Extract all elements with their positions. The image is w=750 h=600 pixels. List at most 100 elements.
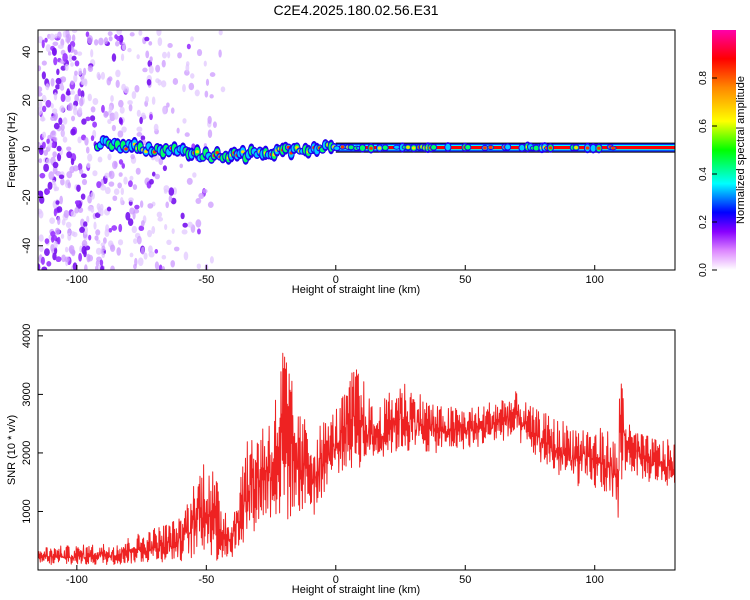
- noise-blob: [186, 177, 193, 185]
- spectrogram-x-label: Height of straight line (km): [292, 284, 420, 296]
- spectrogram-frame: [37, 29, 676, 271]
- noise-blob: [128, 197, 134, 202]
- snr-frame: [37, 329, 676, 571]
- snr-x-tick-label: -100: [66, 574, 88, 586]
- noise-blob: [161, 254, 167, 260]
- noise-blob: [196, 263, 202, 270]
- noise-blob: [41, 39, 45, 49]
- noise-blob: [84, 136, 89, 146]
- noise-blob: [59, 83, 64, 90]
- noise-blob: [67, 103, 72, 112]
- noise-blob: [87, 93, 92, 102]
- noise-blob: [170, 260, 176, 268]
- noise-blob: [51, 142, 56, 149]
- noise-blob: [185, 61, 190, 67]
- figure-title: C2E4.2025.180.02.56.E31: [273, 2, 438, 18]
- signal-blob: [533, 145, 539, 151]
- noise-blob: [86, 253, 91, 263]
- noise-blob: [155, 78, 160, 84]
- snr-x-tick-label: 50: [459, 574, 471, 586]
- noise-blob: [71, 115, 76, 122]
- noise-blob: [116, 35, 122, 42]
- noise-blob: [121, 163, 126, 169]
- noise-blob: [67, 232, 72, 241]
- noise-blob: [118, 117, 123, 125]
- noise-blob: [121, 44, 126, 51]
- noise-blob: [171, 228, 175, 235]
- snr-series: [38, 352, 675, 566]
- signal-peak: [585, 146, 590, 150]
- spectrogram-x-axis: -100 -50 0 50 100: [66, 265, 604, 286]
- noise-blob: [68, 245, 75, 254]
- noise-blob: [168, 195, 173, 203]
- noise-blob: [125, 211, 131, 221]
- noise-blob: [181, 229, 188, 235]
- spectrogram-heatmap: [38, 30, 675, 270]
- noise-blob: [65, 221, 72, 228]
- noise-blob: [104, 172, 110, 179]
- signal-peak: [195, 150, 200, 154]
- noise-blob: [133, 208, 140, 214]
- signal-blob: [382, 145, 388, 150]
- noise-blob: [134, 85, 140, 93]
- noise-blob: [56, 145, 62, 152]
- noise-blob: [90, 106, 96, 113]
- spectrogram-y-tick-label: -40: [21, 238, 33, 254]
- noise-blob: [41, 60, 47, 66]
- noise-blob: [207, 115, 212, 125]
- noise-blob: [57, 31, 62, 39]
- noise-blob: [38, 86, 43, 93]
- noise-blob: [149, 113, 153, 121]
- noise-blob: [140, 246, 145, 255]
- noise-blob: [77, 88, 82, 97]
- noise-blob: [38, 234, 44, 242]
- snr-y-label: SNR (10 * v/v): [6, 415, 18, 485]
- signal-peak: [215, 150, 219, 155]
- noise-blob: [197, 228, 201, 235]
- noise-blob: [53, 183, 57, 192]
- noise-blob: [99, 259, 104, 266]
- noise-blob: [71, 34, 76, 43]
- noise-blob: [62, 30, 67, 38]
- noise-blob: [67, 182, 72, 189]
- noise-blob: [153, 123, 159, 132]
- noise-blob: [138, 225, 145, 232]
- noise-blob: [165, 201, 170, 209]
- signal-peak: [574, 145, 578, 150]
- spectrogram-y-tick-label: -20: [21, 189, 33, 205]
- noise-blob: [52, 108, 58, 115]
- noise-blob: [96, 181, 102, 189]
- noise-blob: [50, 115, 56, 121]
- noise-blob: [50, 103, 54, 109]
- noise-blob: [111, 53, 117, 62]
- noise-blob: [89, 115, 96, 122]
- noise-blob: [67, 228, 72, 235]
- noise-blob: [55, 77, 62, 85]
- noise-blob: [149, 178, 154, 185]
- noise-blob: [58, 174, 65, 180]
- noise-blob: [176, 127, 180, 134]
- noise-blob: [50, 77, 55, 87]
- colorbar-tick-label: 0.0: [698, 263, 709, 277]
- noise-blob: [128, 180, 133, 188]
- noise-blob: [111, 124, 116, 132]
- signal-peak: [241, 150, 245, 154]
- spectrogram-x-tick-label: 0: [333, 274, 339, 286]
- noise-blob: [60, 93, 66, 103]
- snr-panel: -100 -50 0 50 100 1000 2000 3000 4000 Height of…: [6, 324, 676, 596]
- noise-blob: [195, 197, 202, 204]
- noise-blob: [41, 131, 47, 139]
- noise-blob: [40, 256, 45, 265]
- noise-blob: [56, 206, 63, 213]
- noise-blob: [38, 65, 42, 72]
- signal-peak: [488, 145, 493, 149]
- noise-blob: [182, 118, 187, 124]
- noise-blob: [190, 36, 194, 42]
- noise-blob: [64, 63, 69, 72]
- noise-blob: [55, 170, 62, 176]
- noise-blob: [209, 256, 214, 264]
- signal-peak: [483, 146, 487, 150]
- noise-blob: [170, 197, 177, 205]
- noise-blob: [54, 227, 60, 236]
- noise-blob: [118, 172, 123, 177]
